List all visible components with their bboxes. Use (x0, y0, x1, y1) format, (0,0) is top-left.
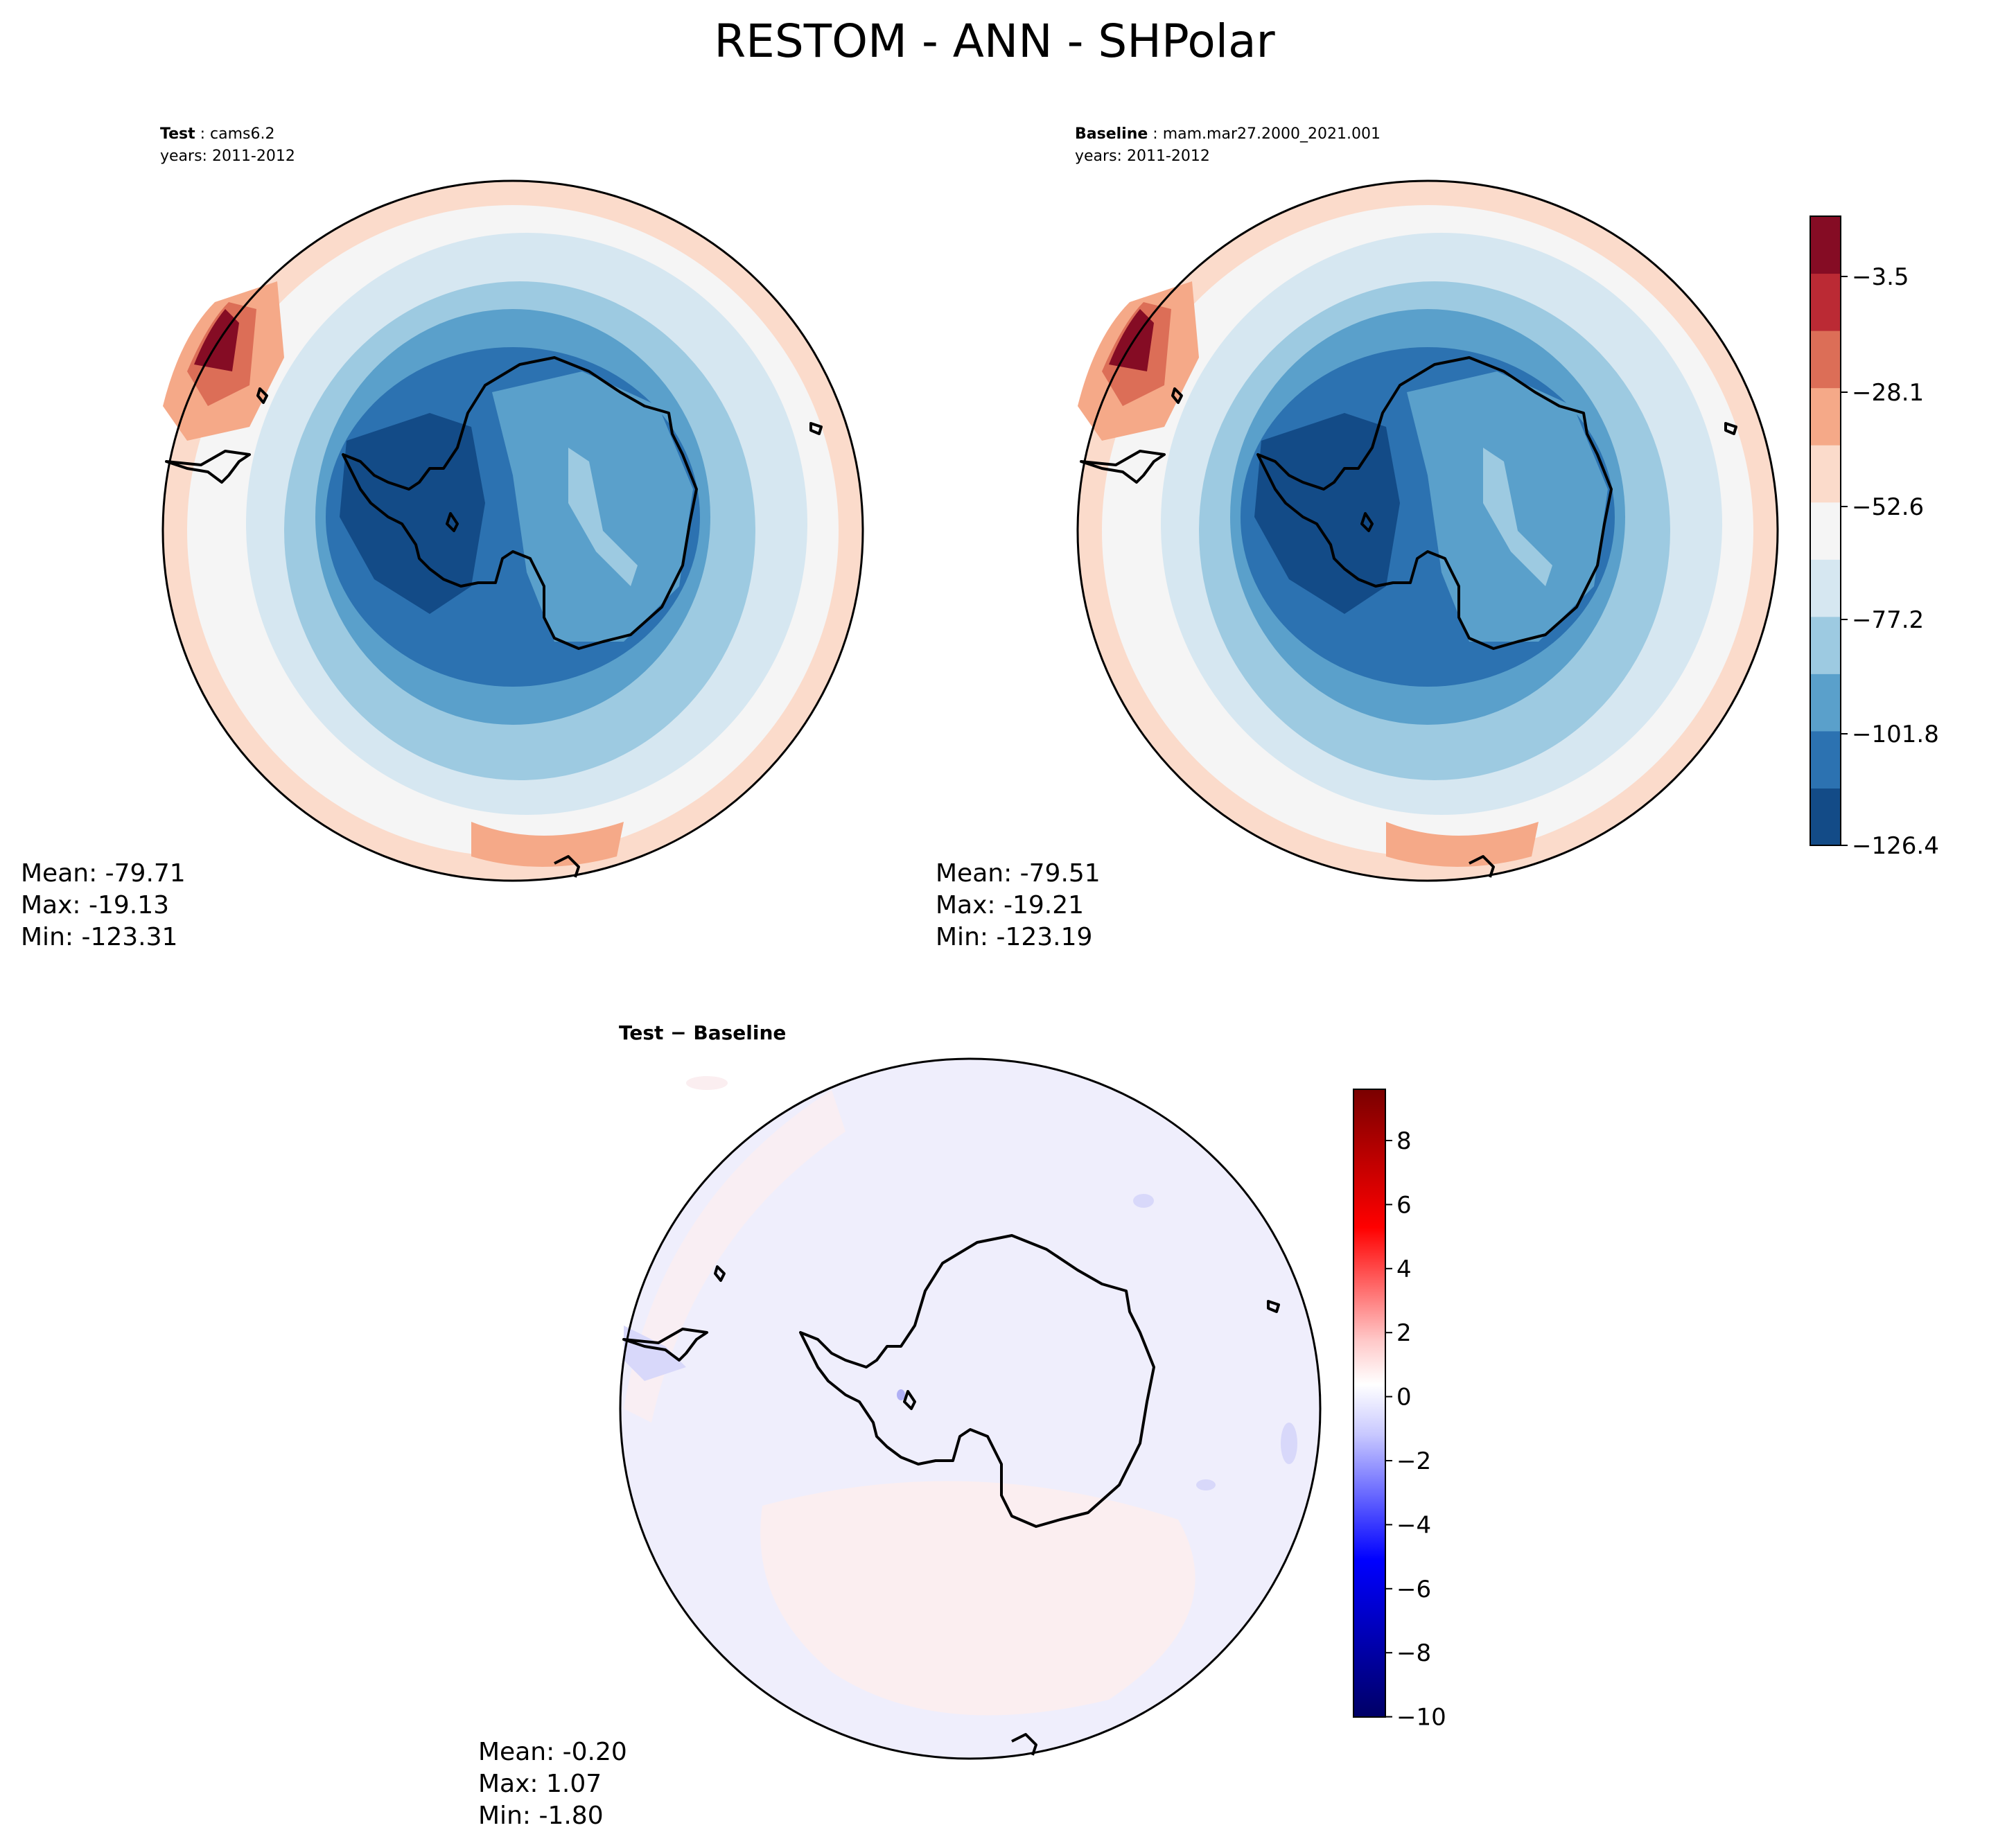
test-stat-min: Min: -123.31 (21, 923, 177, 951)
svg-text:Baseline : mam.mar27.2000_2021: Baseline : mam.mar27.2000_2021.001 (1075, 125, 1381, 143)
diff-colorbar: 8 6 4 2 0 −2 −4 −6 −8 −10 (1353, 1089, 1446, 1732)
baseline-label: Baseline (1075, 125, 1148, 143)
diff-stat-mean: Mean: -0.20 (478, 1738, 627, 1766)
test-label: Test (160, 125, 195, 143)
colorbar-swatch (1810, 559, 1841, 617)
test-case-name: cams6.2 (210, 125, 274, 143)
baseline-panel: Baseline : mam.mar27.2000_2021.001 years… (936, 125, 1779, 951)
baseline-case-name: mam.mar27.2000_2021.001 (1163, 125, 1381, 143)
colorbar-tick-label: −77.2 (1852, 606, 1924, 634)
test-map (161, 179, 864, 882)
colorbar-tick-label: −10 (1396, 1704, 1446, 1732)
test-stat-mean: Mean: -79.71 (21, 859, 186, 888)
colorbar-tick-label: 8 (1396, 1127, 1412, 1155)
colorbar-tick-label: 6 (1396, 1191, 1412, 1219)
colorbar-tick-label: −4 (1396, 1511, 1431, 1539)
colorbar-swatch (1810, 674, 1841, 732)
diff-stat-max: Max: 1.07 (478, 1770, 602, 1798)
colorbar-swatch (1810, 788, 1841, 846)
colorbar-tick-label: 0 (1396, 1384, 1412, 1411)
colorbar-swatch (1810, 730, 1841, 789)
colorbar-tick-label: −28.1 (1852, 379, 1924, 407)
colorbar-tick-label: −126.4 (1852, 832, 1939, 860)
baseline-stat-mean: Mean: -79.51 (936, 859, 1101, 888)
colorbar-swatch (1810, 616, 1841, 674)
colorbar-tick-label: −2 (1396, 1447, 1431, 1475)
colorbar-tick-label: −101.8 (1852, 721, 1939, 748)
test-panel: Test : cams6.2 years: 2011-2012 Mean: -7… (21, 125, 864, 951)
diff-panel: Test − Baseline Mean: -0.20 Max: 1.07 Mi… (478, 1021, 1322, 1830)
colorbar-tick-label: −6 (1396, 1576, 1431, 1603)
colorbar-tick-label: −3.5 (1852, 263, 1909, 291)
test-years: years: 2011-2012 (160, 148, 295, 165)
colorbar-swatch (1810, 273, 1841, 331)
baseline-stat-min: Min: -123.19 (936, 923, 1092, 951)
test-stat-max: Max: -19.13 (21, 891, 169, 919)
colorbar-tick-label: 2 (1396, 1319, 1412, 1347)
svg-text:Test : cams6.2: Test : cams6.2 (160, 125, 275, 143)
colorbar-swatch (1810, 502, 1841, 560)
colorbar-tick-label: −8 (1396, 1639, 1431, 1667)
colorbar-swatch (1810, 387, 1841, 446)
colorbar-swatch (1810, 445, 1841, 503)
colorbar-tick-label: 4 (1396, 1256, 1412, 1283)
diff-stat-min: Min: -1.80 (478, 1802, 604, 1830)
baseline-map (1076, 179, 1779, 882)
colorbar-swatch (1810, 331, 1841, 389)
diff-title: Test − Baseline (619, 1021, 786, 1044)
colorbar-tick-label: −52.6 (1852, 493, 1924, 521)
baseline-years: years: 2011-2012 (1075, 148, 1210, 165)
colorbar-swatch (1810, 216, 1841, 274)
main-colorbar: −3.5 −28.1 −52.6 −77.2 −101.8 −126.4 (1810, 215, 1939, 860)
diff-map (619, 1057, 1322, 1760)
figure-title: RESTOM - ANN - SHPolar (714, 15, 1275, 68)
baseline-stat-max: Max: -19.21 (936, 891, 1084, 919)
